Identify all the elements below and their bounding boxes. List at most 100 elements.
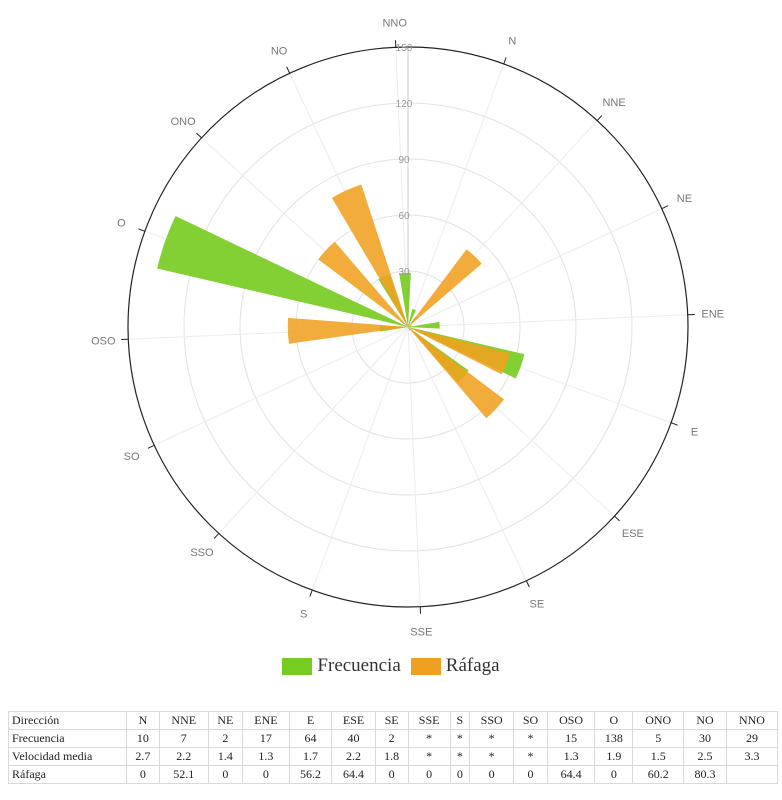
table-cell: 1.8 (374, 747, 409, 766)
category-label-e: E (691, 426, 698, 438)
table-cell: * (407, 729, 451, 748)
table-cell: 2.2 (331, 747, 376, 766)
grid-spoke-7 (407, 326, 421, 607)
radial-tick-label-30: 30 (398, 267, 410, 278)
table-cell: ENE (242, 711, 290, 730)
radial-tick-label-90: 90 (398, 155, 410, 166)
table-cell: 0 (126, 765, 160, 784)
chart-legend: Frecuencia Ráfaga (0, 648, 782, 684)
table-cell: NO (683, 711, 727, 730)
table-cell: 2.2 (158, 747, 209, 766)
bar-rfaga-nne (408, 249, 482, 327)
legend-label-frecuencia: Frecuencia (317, 655, 401, 676)
category-label-sso: SSO (190, 547, 214, 559)
table-cell: 7 (158, 729, 209, 748)
bar-rfaga-ese (408, 327, 505, 419)
wind-rose-svg: 30 60 90 120 150 N NNE NE ENE E ESE SE SSE S SSO SO OSO O… (91, 17, 724, 639)
row-header-cell: Dirección (8, 711, 127, 730)
outer-tick-12 (138, 228, 146, 232)
legend-item-rafaga[interactable]: Ráfaga (410, 655, 500, 677)
category-label-se: SE (530, 598, 545, 610)
table-cell: 64.4 (331, 765, 376, 784)
table-cell: 29 (725, 729, 779, 748)
table-cell: 30 (683, 729, 727, 748)
table-cell: 0 (449, 765, 470, 784)
category-label-oso: OSO (91, 335, 116, 347)
bar-frecuencia-n (408, 308, 417, 327)
category-label-ese: ESE (622, 528, 644, 540)
grid-spoke-8 (311, 326, 409, 591)
category-label-nno: NNO (382, 17, 407, 29)
category-label-ene: ENE (701, 309, 724, 321)
table-cell (725, 765, 779, 784)
table-cell: 2 (374, 729, 409, 748)
table-cell: * (449, 729, 470, 748)
bar-frecuencia-ene (408, 321, 440, 329)
grid-spoke-2 (407, 208, 662, 328)
table-cell: 0 (242, 765, 290, 784)
data-table-container: Dirección N NNE NE ENE E ESE SE SSE S SSO SO OSO O ONO… (8, 711, 780, 784)
outer-tick-14 (286, 66, 291, 74)
grid-spoke-9 (218, 326, 409, 534)
table-cell: 40 (331, 729, 376, 748)
table-cell: NNE (158, 711, 209, 730)
table-cell: NE (207, 711, 244, 730)
table-cell: 0 (374, 765, 409, 784)
outer-circle (127, 46, 689, 608)
table-cell: SSE (407, 711, 451, 730)
table-cell: SSO (468, 711, 515, 730)
radial-tick-label-120: 120 (396, 99, 413, 110)
table-cell: N (126, 711, 160, 730)
grid-spoke-3 (407, 314, 688, 328)
table-cell: 1.3 (546, 747, 596, 766)
outer-tick-4 (670, 422, 678, 426)
wind-rose-chart: 30 60 90 120 150 N NNE NE ENE E ESE SE SSE S SSO SO OSO O… (91, 17, 724, 639)
table-cell: * (513, 729, 548, 748)
outer-tick-6 (525, 580, 530, 588)
category-label-no: NO (271, 46, 288, 58)
table-cell: 138 (594, 729, 634, 748)
table-cell: 1.9 (594, 747, 634, 766)
grid-spoke-0 (407, 63, 505, 328)
outer-tick-13 (196, 132, 202, 139)
table-cell: 0 (207, 765, 244, 784)
outer-tick-9 (213, 533, 220, 539)
outer-tick-0 (503, 57, 507, 65)
outer-tick-2 (661, 205, 669, 210)
category-label-sse: SSE (410, 627, 432, 639)
table-cell: 64.4 (546, 765, 596, 784)
table-cell: 64 (288, 729, 333, 748)
table-cell: NNO (725, 711, 779, 730)
table-cell: 3.3 (725, 747, 779, 766)
table-cell: 0 (594, 765, 634, 784)
table-cell: * (468, 729, 515, 748)
table-cell: 1.7 (288, 747, 333, 766)
table-cell: 52.1 (158, 765, 209, 784)
bar-frecuencia-nno (399, 272, 411, 327)
table-cell: 5 (632, 729, 685, 748)
outer-tick-1 (596, 115, 603, 121)
category-label-ne: NE (677, 193, 692, 205)
table-cell: 1.3 (242, 747, 290, 766)
table-cell: 2 (207, 729, 244, 748)
legend-swatch-rafaga (410, 657, 441, 675)
radial-tick-label-150: 150 (396, 43, 413, 54)
table-row: Velocidad media 2.7 2.2 1.4 1.3 1.7 2.2 1.8 * * * *… (8, 747, 779, 766)
table-cell: 0 (407, 765, 451, 784)
bar-frecuencia-se (408, 327, 410, 331)
category-label-so: SO (124, 451, 140, 463)
table-row: Ráfaga 0 52.1 0 0 56.2 64.4 0 0 0 0 0 64.4 0 60.2 80.3 (8, 765, 779, 784)
table-cell: * (468, 747, 515, 766)
category-label-n: N (508, 35, 516, 47)
bar-rfaga-ono (318, 241, 408, 327)
legend-label-rafaga: Ráfaga (445, 655, 500, 676)
table-cell: SO (513, 711, 548, 730)
table-cell: 0 (468, 765, 515, 784)
legend-item-frecuencia[interactable]: Frecuencia (282, 655, 401, 677)
bar-frecuencia-ne (408, 325, 412, 327)
table-cell: 15 (546, 729, 596, 748)
grid-spoke-10 (154, 326, 409, 446)
category-label-nne: NNE (602, 97, 625, 109)
category-label-o: O (117, 218, 126, 230)
table-cell: * (449, 747, 470, 766)
